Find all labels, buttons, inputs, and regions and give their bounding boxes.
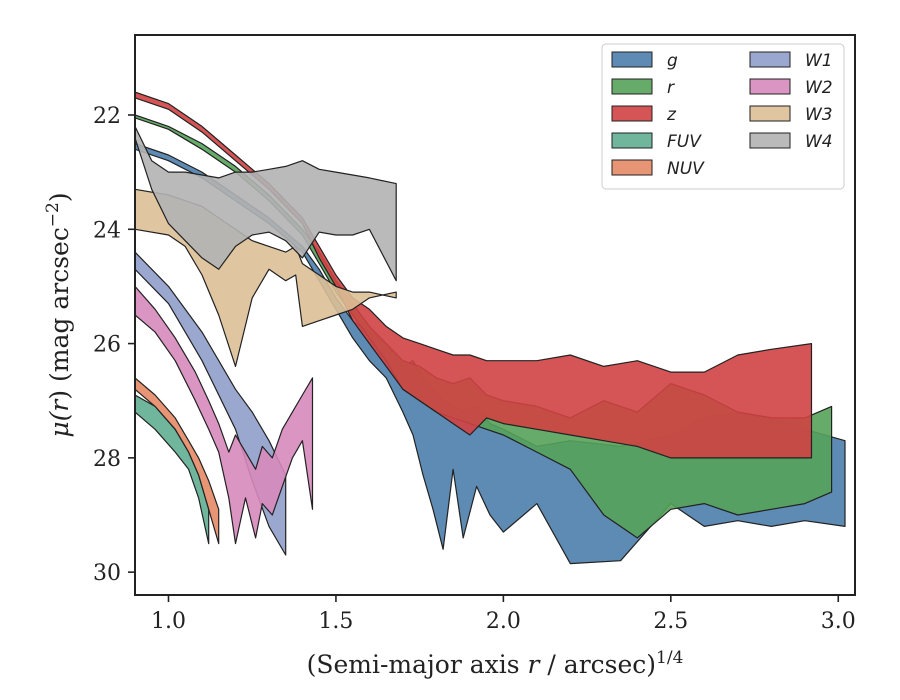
y-tick-label: 26 <box>93 333 121 358</box>
legend-swatch <box>611 51 653 68</box>
series-area-w2 <box>135 285 314 545</box>
y-tick-label: 28 <box>93 447 121 472</box>
legend-swatch <box>611 105 653 122</box>
legend-label: z <box>666 105 677 125</box>
legend-label: W3 <box>805 105 833 125</box>
series-area-nuv <box>135 377 220 545</box>
series-areas <box>135 91 846 565</box>
legend-label: FUV <box>667 132 702 152</box>
legend-swatch <box>749 78 791 95</box>
x-axis: 1.0 1.5 2.0 2.5 3.0 <box>151 595 856 634</box>
x-tick-label: 2.5 <box>653 609 688 634</box>
legend-label: NUV <box>667 159 705 179</box>
y-axis-title: μ(r) (mag arcsec−2) <box>43 192 74 437</box>
legend-item-w3: W3 <box>749 105 833 125</box>
series-area-w1 <box>135 251 287 556</box>
legend-item-w2: W2 <box>749 78 833 98</box>
legend-item-g: g <box>611 51 678 71</box>
legend-item-nuv: NUV <box>611 159 705 179</box>
x-tick-label: 1.5 <box>318 609 353 634</box>
legend-item-w1: W1 <box>749 51 833 71</box>
x-tick-label: 1.0 <box>151 609 186 634</box>
legend-swatch <box>749 132 791 149</box>
y-axis: 22 24 26 28 30 <box>93 104 135 586</box>
legend-swatch <box>749 105 791 122</box>
legend-item-fuv: FUV <box>611 132 702 152</box>
legend-item-z: z <box>611 105 677 125</box>
legend-swatch <box>749 51 791 68</box>
y-tick-label: 30 <box>93 561 121 586</box>
legend-label: r <box>667 78 675 98</box>
y-tick-label: 24 <box>93 218 121 243</box>
y-tick-label: 22 <box>93 104 121 129</box>
legend-swatch <box>611 132 653 149</box>
x-tick-label: 3.0 <box>821 609 856 634</box>
legend-label: W4 <box>805 132 833 152</box>
legend-item-w4: W4 <box>749 132 833 152</box>
legend-swatch <box>611 78 653 95</box>
legend-label: W1 <box>805 51 833 71</box>
legend-label: W2 <box>805 78 833 98</box>
series-area-z <box>135 91 813 459</box>
x-tick-label: 2.0 <box>486 609 521 634</box>
series-area-w4 <box>135 125 397 282</box>
legend-swatch <box>611 159 653 176</box>
legend: grz FUV NUV W1 W2 W3 W4 <box>601 43 845 190</box>
legend-item-r: r <box>611 78 675 98</box>
plot-frame <box>134 34 856 596</box>
legend-label: g <box>667 51 678 71</box>
x-axis-title: (Semi-major axis r / arcsec)1/4 <box>307 648 684 679</box>
